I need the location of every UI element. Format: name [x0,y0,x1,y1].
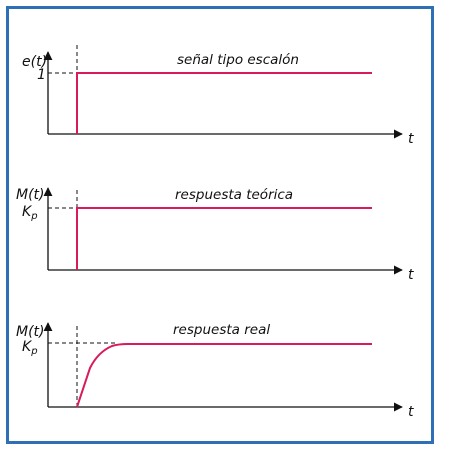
level-label: Kp [22,339,38,357]
panel-theoretical-response: M(t) Kp t respuesta teórica [16,187,414,283]
y-axis-label: M(t) [16,324,45,340]
panel-real-response: M(t) Kp t respuesta real [16,322,414,420]
y-axis-label: e(t) [22,54,47,70]
level-label: Kp [22,204,38,222]
panel-title: respuesta teórica [175,187,293,203]
panel-step-signal: e(t) 1 t señal tipo escalón [22,45,414,147]
x-axis-label: t [408,131,414,147]
response-curve [76,343,372,408]
panel-title: señal tipo escalón [177,52,299,68]
y-axis-label: M(t) [16,187,45,203]
response-curve [76,207,372,270]
panel-title: respuesta real [173,322,270,338]
x-axis-label: t [408,404,414,420]
level-label: 1 [37,67,46,83]
signal-curve [76,72,372,134]
x-axis-label: t [408,267,414,283]
